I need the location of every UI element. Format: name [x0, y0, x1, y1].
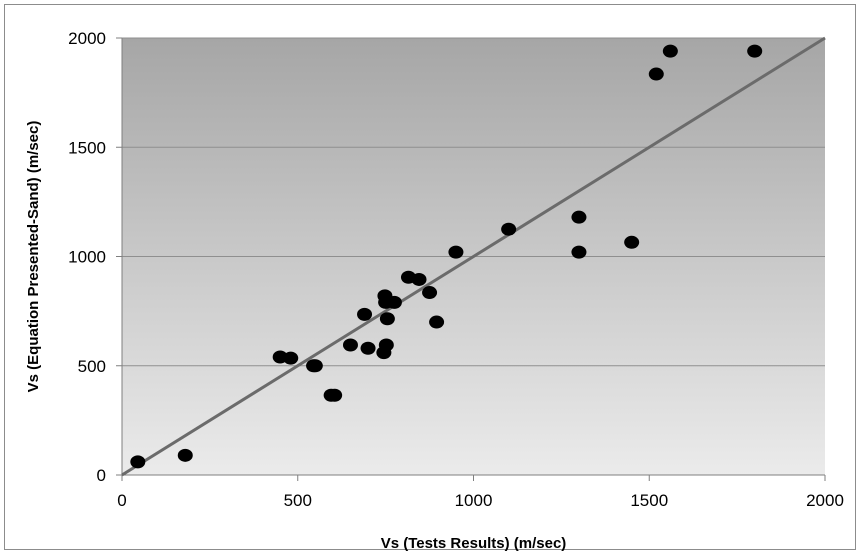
y-tick-label-0: 0	[97, 466, 106, 485]
data-point-25	[624, 235, 640, 249]
data-point-10	[360, 341, 376, 355]
data-point-7	[327, 388, 343, 402]
x-axis-title: Vs (Tests Results) (m/sec)	[381, 535, 567, 552]
data-point-18	[411, 272, 427, 286]
x-tick-label-3: 1500	[630, 491, 668, 510]
data-point-23	[571, 210, 587, 224]
data-point-21	[448, 245, 464, 259]
reference-line	[121, 36, 826, 477]
data-point-1	[177, 448, 193, 462]
axes	[116, 37, 826, 481]
data-point-8	[342, 338, 358, 352]
data-point-19	[422, 286, 438, 300]
data-point-16	[386, 295, 402, 309]
x-axis-tick-labels: 0 500 1000 1500 2000	[117, 491, 844, 510]
data-point-14	[378, 338, 394, 352]
data-point-20	[429, 315, 445, 329]
data-point-27	[662, 44, 678, 58]
data-point-22	[501, 222, 517, 236]
x-tick-label-0: 0	[117, 491, 126, 510]
y-axis-tick-labels: 0 500 1000 1500 2000	[68, 29, 106, 485]
data-point-28	[747, 44, 763, 58]
y-tick-label-1: 500	[78, 357, 106, 376]
data-point-0	[130, 455, 146, 469]
data-point-26	[648, 67, 664, 81]
x-tick-label-1: 500	[284, 491, 312, 510]
data-point-24	[571, 245, 587, 259]
y-tick-label-4: 2000	[68, 29, 106, 48]
x-tick-label-2: 1000	[455, 491, 493, 510]
y-tick-label-2: 1000	[68, 248, 106, 267]
data-point-3	[283, 351, 299, 365]
data-point-15	[379, 312, 395, 326]
y-tick-label-3: 1500	[68, 138, 106, 157]
data-points	[130, 44, 763, 469]
x-tick-label-4: 2000	[806, 491, 844, 510]
y-axis-title: Vs (Equation Presented-Sand) (m/sec)	[25, 121, 42, 393]
data-point-5	[307, 359, 323, 373]
data-point-9	[357, 307, 373, 321]
